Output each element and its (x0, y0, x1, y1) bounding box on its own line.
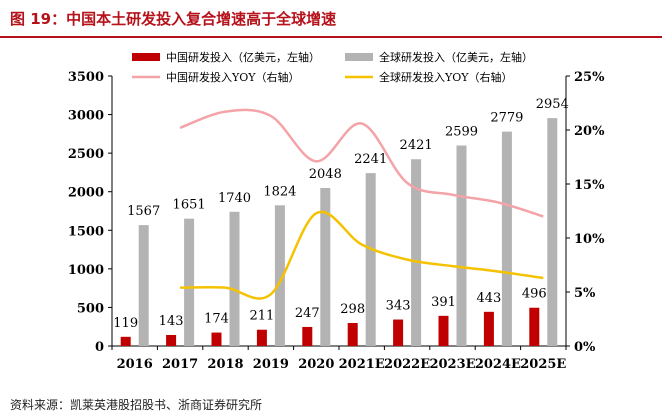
right-tick-label: 20% (574, 124, 605, 139)
china-rd-bar (347, 323, 358, 346)
left-tick-label: 3000 (68, 109, 104, 124)
china-rd-bar (438, 315, 449, 346)
global-rd-data-label: 2779 (490, 111, 523, 126)
china-rd-data-label: 119 (113, 316, 138, 331)
global-rd-data-label: 2241 (354, 152, 387, 167)
x-tick-label: 2025E (520, 357, 566, 372)
china-rd-bar (211, 332, 222, 346)
left-tick-label: 2500 (68, 147, 104, 162)
china-rd-data-label: 496 (522, 287, 547, 302)
china-rd-bar (120, 336, 131, 346)
global-rd-bar (320, 188, 331, 346)
chart-lines (179, 108, 544, 300)
global-rd-data-label: 2048 (309, 167, 342, 182)
china-rd-data-label: 143 (159, 314, 184, 329)
global-rd-data-label: 2599 (445, 125, 478, 140)
right-tick-label: 5% (574, 286, 596, 301)
left-tick-label: 500 (77, 301, 104, 316)
chart-bars (120, 118, 558, 347)
x-tick-label: 2021E (339, 357, 385, 372)
x-tick-label: 2017 (162, 357, 198, 372)
china-rd-bar (483, 311, 494, 346)
global-rd-bar (138, 225, 149, 346)
china-rd-data-label: 211 (249, 309, 274, 324)
global-rd-bar (501, 131, 512, 346)
chart-axes: 0 500 1000 1500 2000 2500 3000 3500 0% 5% 10% 15% 20… (68, 70, 605, 372)
left-tick-label: 2000 (68, 186, 104, 201)
x-tick-label: 2023E (429, 357, 475, 372)
left-tick-label: 1500 (68, 224, 104, 239)
china-rd-data-label: 174 (204, 312, 229, 327)
global-rd-bar (274, 205, 285, 346)
global-rd-bar (365, 173, 376, 346)
legend-china-rd-label: 中国研发投入（亿美元，左轴） (166, 50, 320, 64)
chart-legend: 中国研发投入（亿美元，左轴） 全球研发投入（亿美元，左轴） 中国研发投入YOY（右轴… (132, 50, 533, 84)
china-rd-bar (393, 319, 404, 346)
china-rd-data-label: 443 (476, 291, 501, 306)
global-rd-bar (456, 145, 467, 346)
china-rd-bar (529, 307, 540, 346)
right-tick-label: 15% (574, 178, 605, 193)
global-rd-bar (547, 118, 558, 347)
global-rd-data-label: 1824 (263, 184, 296, 199)
x-tick-label: 2020 (298, 357, 334, 372)
legend-china-rd-swatch (132, 53, 160, 61)
global-rd-bar (184, 218, 195, 346)
x-tick-label: 2018 (207, 357, 243, 372)
x-tick-label: 2024E (475, 357, 521, 372)
legend-global-rd-label: 全球研发投入（亿美元，左轴） (379, 50, 533, 64)
legend-global-rd-swatch (345, 53, 373, 61)
china-rd-data-label: 343 (386, 299, 411, 314)
title-bar: 图 19：中国本土研发投入复合增速高于全球增速 (0, 0, 662, 38)
left-tick-label: 3500 (68, 70, 104, 85)
global-yoy-line (180, 210, 544, 300)
left-tick-label: 0 (95, 340, 104, 355)
china-rd-bar (256, 329, 267, 346)
global-rd-data-label: 2954 (536, 97, 569, 112)
china-rd-bar (302, 326, 313, 346)
china-rd-data-label: 298 (340, 302, 365, 317)
china-rd-data-label: 247 (295, 306, 320, 321)
global-rd-bar (229, 211, 240, 346)
combo-chart: 中国研发投入（亿美元，左轴） 全球研发投入（亿美元，左轴） 中国研发投入YOY（右轴… (68, 50, 605, 372)
legend-global-yoy-label: 全球研发投入YOY（右轴） (379, 70, 513, 84)
source-note: 资料来源：凯莱英港股招股书、浙商证券研究所 (10, 398, 263, 412)
china-yoy-line (179, 108, 544, 218)
right-tick-label: 10% (574, 232, 605, 247)
global-rd-bar (411, 159, 422, 346)
right-tick-label: 0% (574, 340, 596, 355)
global-rd-data-label: 1567 (127, 204, 160, 219)
china-rd-data-label: 391 (431, 295, 456, 310)
global-rd-data-label: 1740 (218, 191, 251, 206)
right-tick-label: 25% (574, 70, 605, 85)
global-rd-data-label: 2421 (400, 138, 433, 153)
china-rd-bar (166, 334, 177, 346)
x-tick-label: 2019 (253, 357, 289, 372)
left-tick-label: 1000 (68, 263, 104, 278)
x-tick-label: 2016 (117, 357, 153, 372)
chart-data-labels: 119 1567 143 1651 174 1740 211 1824 247 2048 298 22… (113, 97, 569, 331)
global-rd-data-label: 1651 (173, 198, 206, 213)
x-tick-label: 2022E (384, 357, 430, 372)
figure-title: 图 19：中国本土研发投入复合增速高于全球增速 (10, 10, 337, 28)
legend-china-yoy-label: 中国研发投入YOY（右轴） (166, 70, 300, 84)
